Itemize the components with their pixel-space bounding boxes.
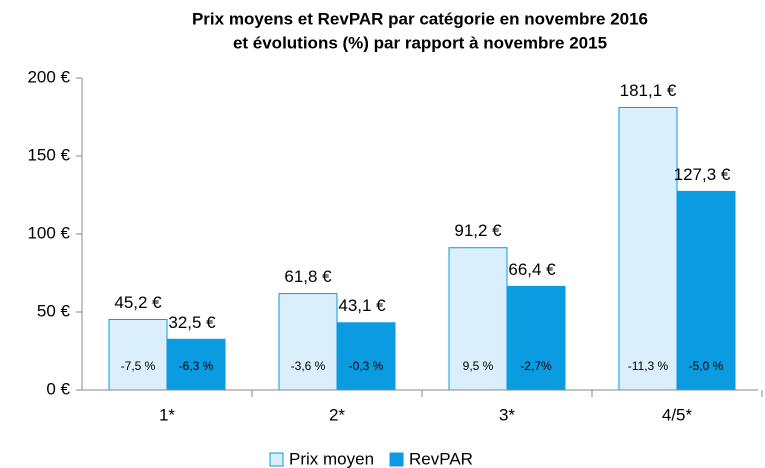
x-tick-label: 3* [499,405,515,424]
change-label: -2,7% [520,359,552,373]
y-tick-label: 100 € [27,223,70,242]
chart-title: Prix moyens et RevPAR par catégorie en n… [192,9,648,28]
change-label: -6,3 % [179,359,214,373]
value-label: 43,1 € [338,296,386,315]
x-tick-label: 4/5* [662,405,693,424]
bar [618,106,678,391]
legend-swatch [389,452,404,467]
bar [336,322,396,391]
bar [108,318,168,391]
value-label: 91,2 € [454,221,502,240]
chart-title: et évolutions (%) par rapport à novembre… [233,33,607,52]
bar [506,285,566,391]
value-label: 181,1 € [620,81,677,100]
change-label: -7,5 % [121,359,156,373]
x-tick-label: 2* [329,405,345,424]
change-label: -5,0 % [689,359,724,373]
change-label: -3,6 % [291,359,326,373]
change-label: -11,3 % [628,359,669,373]
value-label: 66,4 € [508,260,556,279]
change-label: 9,5 % [463,359,494,373]
y-tick-label: 50 € [37,301,71,320]
value-label: 45,2 € [114,293,162,312]
value-label: 127,3 € [674,165,731,184]
value-label: 61,8 € [284,267,332,286]
legend-label: RevPAR [409,449,473,468]
legend-label: Prix moyen [289,449,374,468]
value-label: 32,5 € [168,313,216,332]
x-tick-label: 1* [159,405,175,424]
y-tick-label: 200 € [27,67,70,86]
bar [278,293,338,391]
y-tick-label: 150 € [27,145,70,164]
y-tick-label: 0 € [46,379,70,398]
bar [448,247,508,391]
change-label: -0,3 % [349,359,384,373]
legend-swatch [269,452,284,467]
